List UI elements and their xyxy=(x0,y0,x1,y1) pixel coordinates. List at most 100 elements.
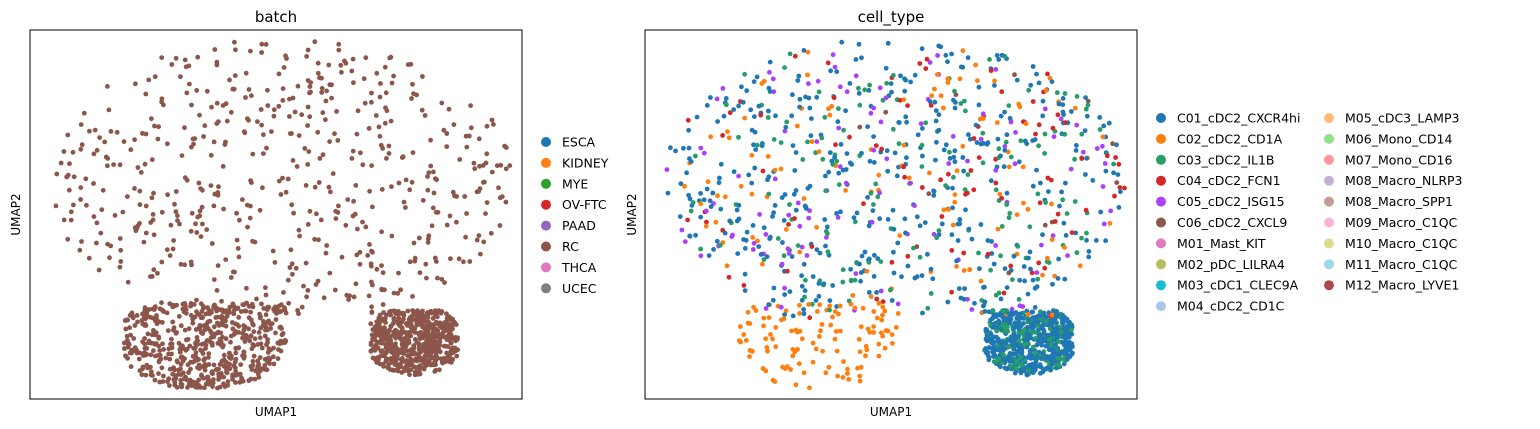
scatter-point xyxy=(792,168,798,173)
scatter-point xyxy=(866,223,872,229)
scatter-point xyxy=(143,131,149,137)
legend-marker xyxy=(1324,238,1334,249)
scatter-point xyxy=(320,152,326,158)
scatter-point xyxy=(61,217,67,223)
scatter-point xyxy=(745,309,751,315)
scatter-point xyxy=(150,212,156,217)
scatter-point xyxy=(954,258,959,264)
scatter-point xyxy=(414,358,420,364)
legend-item: M08_Macro_NLRP3 xyxy=(1324,173,1463,188)
scatter-point xyxy=(407,318,413,324)
scatter-point xyxy=(400,348,405,354)
scatter-point xyxy=(476,233,482,239)
scatter-point xyxy=(391,308,396,314)
scatter-point xyxy=(993,67,999,72)
scatter-point xyxy=(197,112,202,118)
scatter-point xyxy=(412,350,417,355)
scatter-point xyxy=(876,353,882,359)
scatter-point xyxy=(374,266,380,272)
scatter-point xyxy=(980,111,986,117)
scatter-point xyxy=(787,202,792,207)
scatter-point xyxy=(961,168,966,174)
scatter-point xyxy=(984,335,989,341)
scatter-point xyxy=(751,79,757,85)
scatter-point xyxy=(450,316,455,322)
scatter-point xyxy=(1006,103,1012,108)
scatter-point xyxy=(250,321,255,326)
scatter-point xyxy=(739,84,744,90)
scatter-point xyxy=(328,189,333,195)
scatter-point xyxy=(827,307,832,313)
legend-marker xyxy=(1156,154,1166,165)
scatter-point xyxy=(419,107,425,113)
scatter-point xyxy=(717,242,723,248)
scatter-point xyxy=(797,104,802,110)
scatter-point xyxy=(287,265,293,270)
scatter-point xyxy=(202,123,208,129)
scatter-point xyxy=(1030,355,1036,361)
scatter-point xyxy=(199,204,205,210)
scatter-point xyxy=(418,355,423,361)
scatter-point xyxy=(862,249,868,255)
scatter-point xyxy=(312,184,318,190)
scatter-point xyxy=(1006,344,1012,350)
scatter-point xyxy=(135,319,140,325)
scatter-point xyxy=(988,68,994,74)
scatter-point xyxy=(917,61,923,66)
scatter-point xyxy=(751,142,756,148)
scatter-point xyxy=(996,290,1002,296)
scatter-point xyxy=(220,322,226,328)
scatter-point xyxy=(282,307,288,313)
scatter-point xyxy=(190,316,196,322)
scatter-point xyxy=(693,232,698,238)
scatter-point xyxy=(318,217,324,223)
scatter-point xyxy=(741,283,747,288)
scatter-point xyxy=(945,299,951,305)
scatter-point xyxy=(778,166,784,172)
scatter-point xyxy=(287,131,293,137)
scatter-point xyxy=(1025,312,1031,317)
scatter-point xyxy=(1006,315,1012,320)
scatter-point xyxy=(161,309,167,314)
scatter-point xyxy=(1072,156,1077,162)
scatter-point xyxy=(245,224,250,230)
scatter-point xyxy=(202,367,208,373)
scatter-point xyxy=(687,233,693,239)
scatter-point xyxy=(1045,71,1050,77)
scatter-point xyxy=(264,367,270,373)
scatter-point xyxy=(138,170,144,175)
scatter-point xyxy=(442,355,447,361)
scatter-point xyxy=(384,108,390,114)
legend-label: MYE xyxy=(562,176,588,191)
scatter-point xyxy=(879,146,884,152)
scatter-point xyxy=(808,133,814,139)
scatter-point xyxy=(836,106,841,111)
scatter-point xyxy=(120,209,126,215)
scatter-point xyxy=(936,43,942,49)
scatter-point xyxy=(1045,354,1050,359)
scatter-point xyxy=(200,351,206,356)
scatter-point xyxy=(326,184,332,190)
scatter-point xyxy=(437,349,443,355)
scatter-point xyxy=(324,88,329,94)
scatter-point xyxy=(476,136,482,142)
scatter-point xyxy=(290,271,295,277)
scatter-point xyxy=(722,194,728,200)
scatter-point xyxy=(876,172,882,178)
scatter-point xyxy=(824,235,829,240)
scatter-point xyxy=(947,156,953,161)
scatter-point xyxy=(1016,297,1022,302)
scatter-point xyxy=(998,253,1003,259)
scatter-point xyxy=(355,226,360,232)
scatter-point xyxy=(1058,329,1064,335)
scatter-point xyxy=(425,334,431,340)
scatter-point xyxy=(1050,281,1055,287)
scatter-point xyxy=(1003,341,1009,346)
scatter-point xyxy=(826,364,832,370)
scatter-point xyxy=(715,119,720,124)
scatter-point xyxy=(183,310,189,316)
scatter-point xyxy=(382,64,388,70)
scatter-point xyxy=(1042,131,1048,137)
scatter-point xyxy=(179,153,185,159)
scatter-point xyxy=(251,329,257,334)
